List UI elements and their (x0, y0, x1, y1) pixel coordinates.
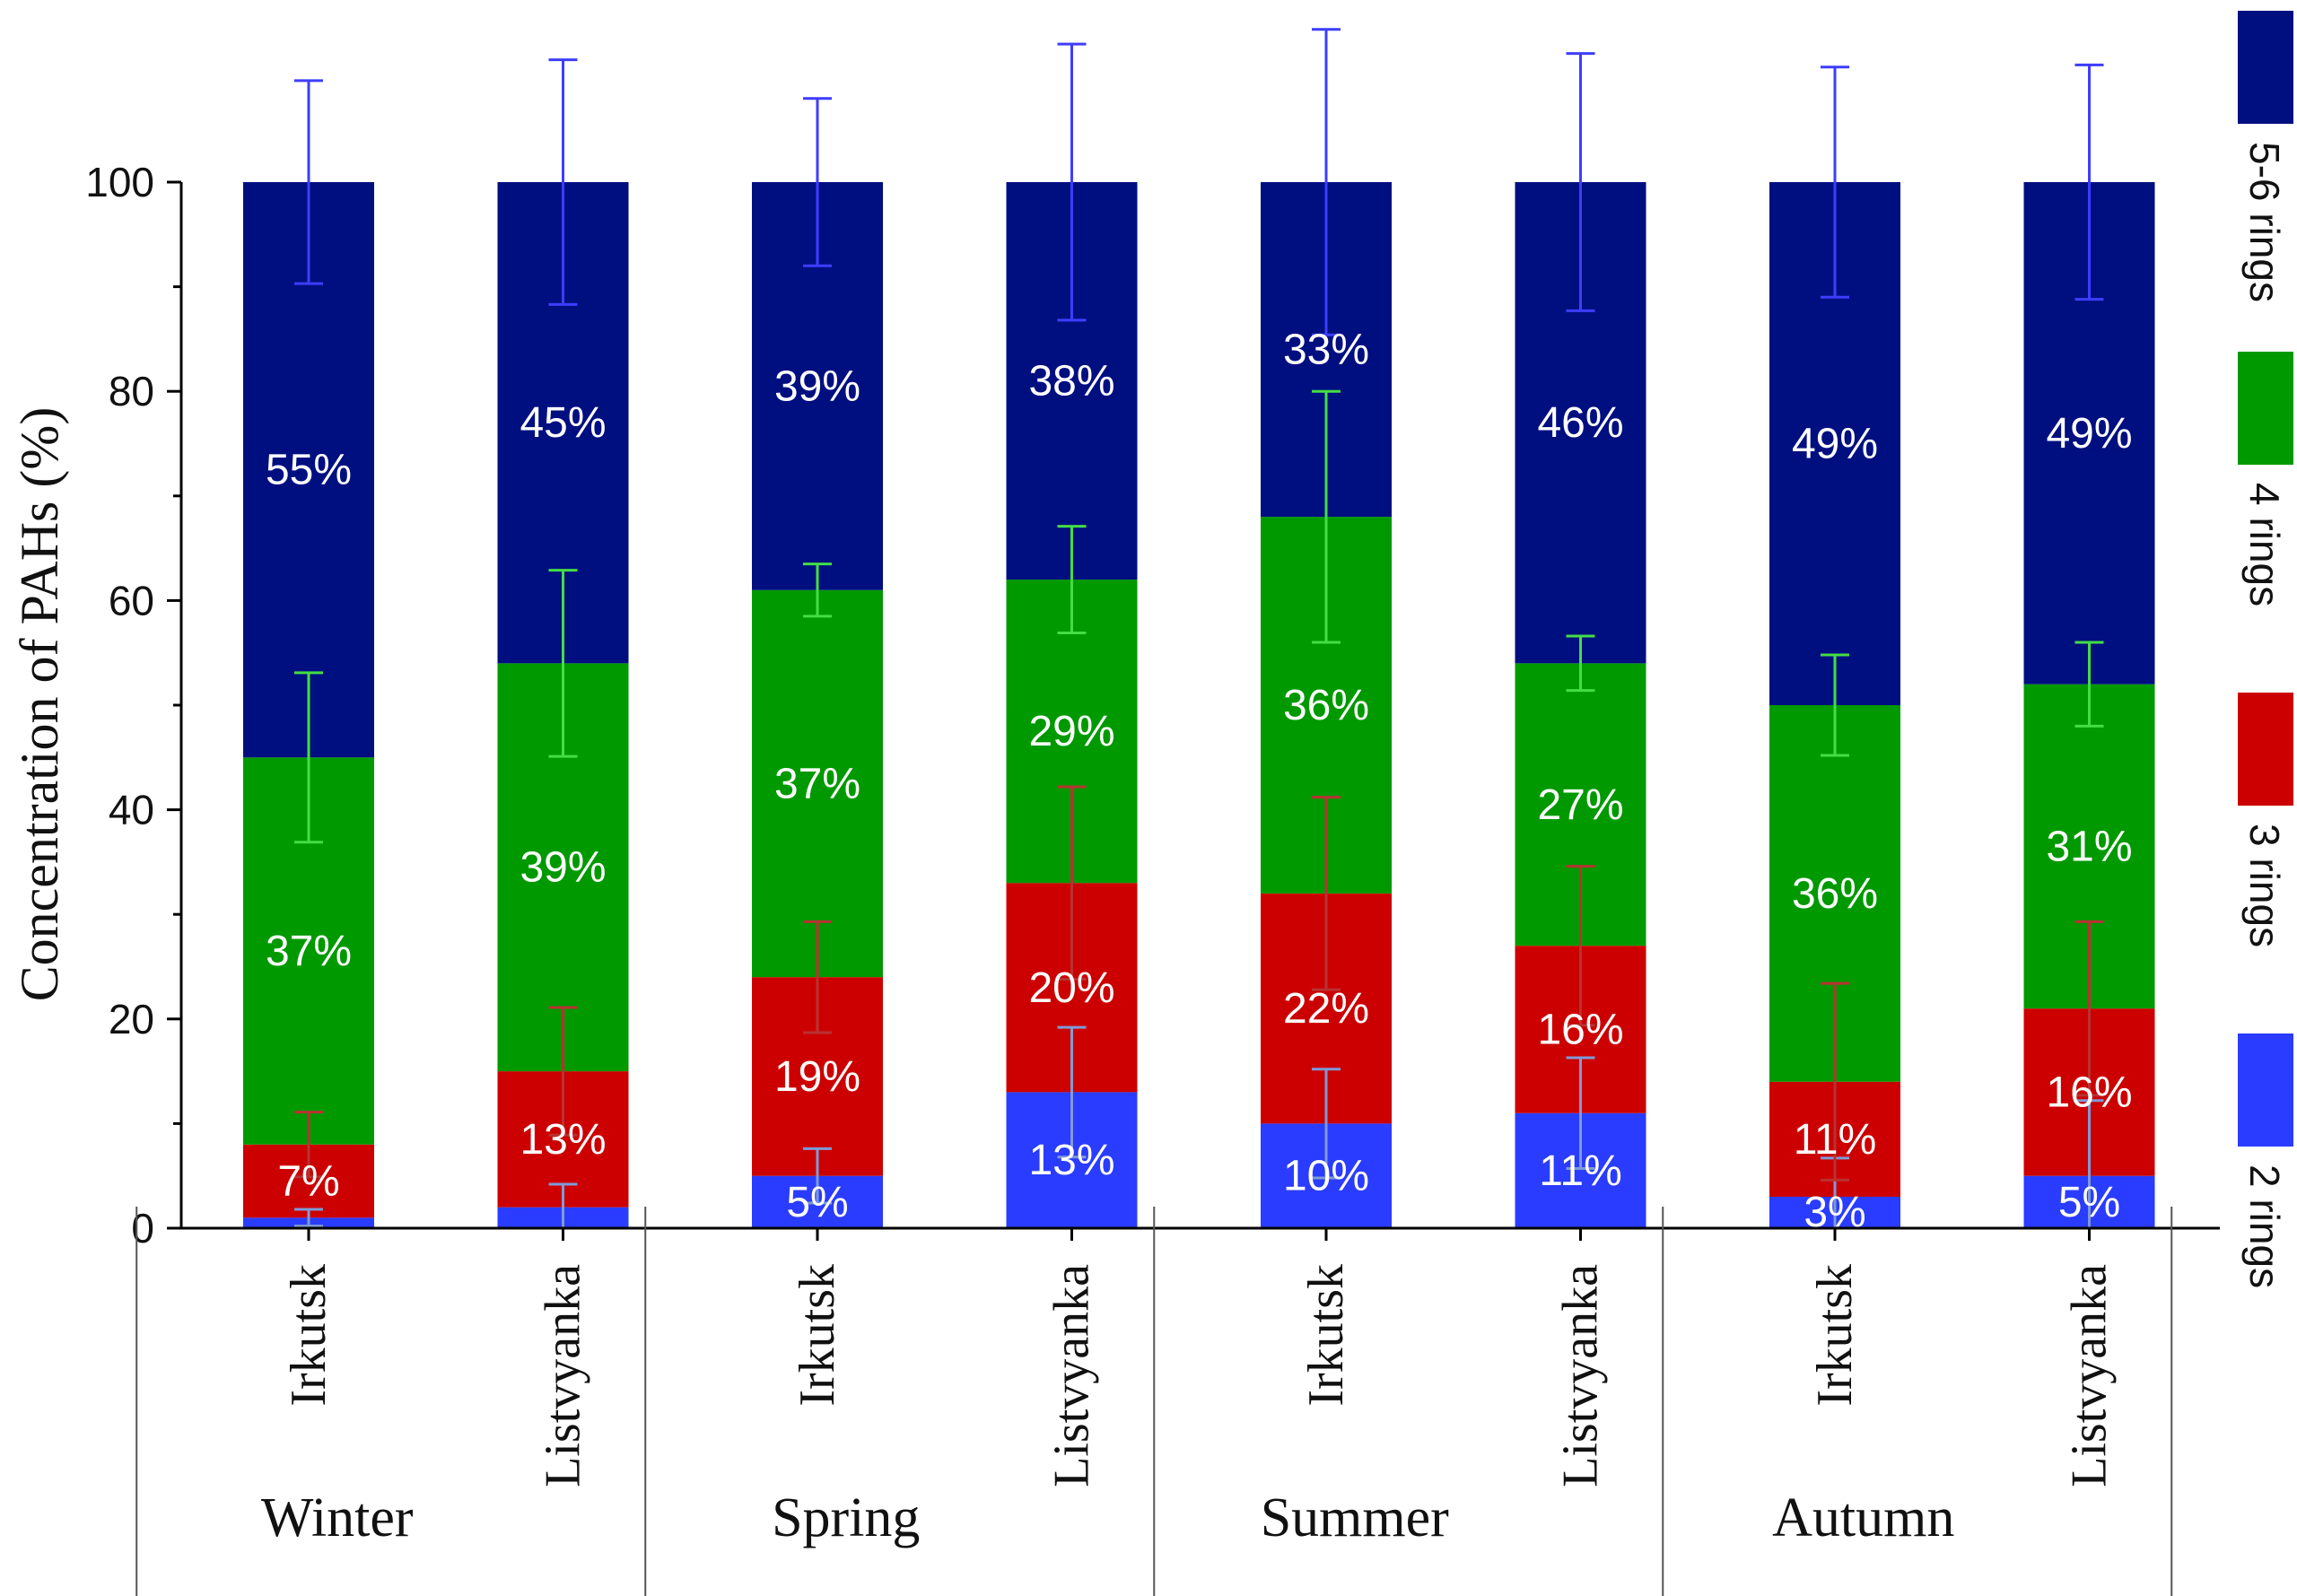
category-label: Listvyanka (2062, 1264, 2118, 1487)
y-tick-label: 60 (109, 577, 154, 624)
legend: 5-6 rings 4 rings 3 rings 2 rings (2238, 11, 2293, 1288)
data-label: 49% (2046, 410, 2132, 458)
data-label: 45% (520, 399, 606, 447)
data-label: 16% (2046, 1068, 2132, 1116)
category-label: Irkutsk (1298, 1264, 1354, 1407)
data-label: 5% (786, 1179, 848, 1226)
data-label: 33% (1283, 327, 1369, 374)
category-layer: Irkutsk Listvyanka Irkutsk Listvyanka Irkuts… (281, 1228, 2118, 1487)
y-tick-label: 80 (109, 368, 154, 414)
data-label: 38% (1028, 358, 1114, 406)
data-label: 36% (1283, 682, 1369, 729)
category-label: Listvyanka (536, 1264, 591, 1487)
legend-swatch (2238, 1033, 2293, 1147)
group-label: Spring (772, 1487, 920, 1548)
legend-label: 2 rings (2241, 1164, 2288, 1288)
category-label: Irkutsk (281, 1264, 336, 1407)
y-tick-label: 40 (109, 787, 154, 833)
data-label: 31% (2046, 823, 2132, 870)
legend-label: 4 rings (2241, 483, 2288, 606)
y-tick-label: 0 (131, 1205, 154, 1252)
error-bars-layer (294, 28, 2104, 1230)
data-label: 10% (1283, 1153, 1369, 1200)
data-labels-layer: 7% 37% 55% 13% 39% 45% 5% 19% 37% 39% 13% 20% 29% 38%… (266, 327, 2133, 1236)
data-label: 39% (774, 362, 860, 410)
data-label: 5% (2058, 1179, 2120, 1226)
data-label: 37% (774, 760, 860, 807)
legend-label: 3 rings (2241, 824, 2288, 947)
group-label: Summer (1261, 1487, 1449, 1548)
data-label: 37% (266, 928, 352, 975)
data-label: 11% (1794, 1116, 1877, 1164)
y-tick-label: 20 (109, 996, 154, 1042)
bars-layer (243, 182, 2155, 1228)
legend-swatch (2238, 693, 2293, 806)
data-label: 7% (277, 1158, 339, 1206)
data-label: 29% (1028, 708, 1114, 755)
data-label: 20% (1028, 964, 1114, 1012)
data-label: 55% (266, 447, 352, 494)
category-label: Listvyanka (1553, 1264, 1609, 1487)
data-label: 19% (774, 1053, 860, 1101)
y-tick-label: 100 (85, 159, 154, 205)
category-label: Irkutsk (1807, 1264, 1863, 1407)
category-label: Irkutsk (790, 1264, 845, 1407)
data-label: 27% (1537, 781, 1623, 829)
data-label: 36% (1792, 870, 1878, 918)
category-label: Listvyanka (1044, 1264, 1100, 1487)
y-ticks-layer: 0 20 40 60 80 100 (85, 159, 181, 1252)
data-label: 49% (1792, 421, 1878, 468)
axes-layer (179, 182, 2220, 1230)
data-label: 46% (1537, 399, 1623, 447)
group-label: Autumn (1772, 1487, 1954, 1548)
data-label: 13% (520, 1116, 606, 1164)
legend-label: 5-6 rings (2241, 142, 2288, 302)
data-label: 11% (1539, 1147, 1622, 1195)
group-layer: Winter Spring Summer Autumn (135, 1207, 2173, 1596)
legend-swatch (2238, 11, 2293, 124)
data-label: 39% (520, 844, 606, 892)
data-label: 16% (1537, 1006, 1623, 1053)
legend-swatch (2238, 352, 2293, 465)
data-label: 22% (1283, 985, 1369, 1033)
bar-segment (752, 589, 883, 978)
group-label: Winter (261, 1487, 414, 1548)
data-label: 13% (1028, 1137, 1114, 1184)
y-axis-title: Concentration of PAHs (%) (10, 407, 69, 1002)
